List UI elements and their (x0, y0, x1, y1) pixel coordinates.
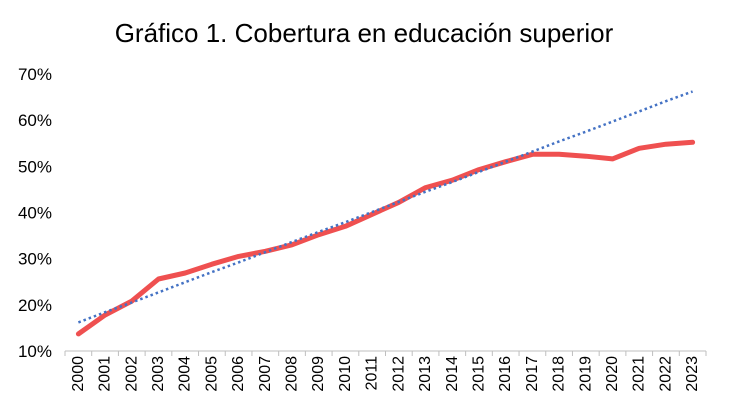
x-axis: 2000 2001 2002 2003 2004 2005 2006 2007 2008 2009… (64, 350, 707, 392)
y-tick-label: 30% (18, 250, 52, 269)
x-tick-label: 2016 (497, 356, 514, 392)
x-tick-label: 2022 (657, 356, 674, 392)
y-tick-label: 20% (18, 296, 52, 315)
x-tick-label: 2010 (337, 356, 354, 392)
x-tick-label: 2003 (150, 356, 167, 392)
x-tick-label: 2017 (524, 356, 541, 392)
x-tick-label: 2018 (551, 356, 568, 392)
x-tick-label: 2012 (390, 356, 407, 392)
y-tick-label: 50% (18, 157, 52, 176)
coverage-series-line (75, 139, 696, 337)
x-tick-label: 2007 (257, 356, 274, 392)
x-tick-label: 2023 (684, 356, 701, 392)
x-tick-label: 2001 (97, 356, 114, 392)
x-tick-label: 2020 (604, 356, 621, 392)
x-tick-label: 2011 (364, 356, 381, 391)
x-tick-label: 2004 (177, 356, 194, 392)
x-tick-label: 2002 (123, 356, 140, 392)
x-tick-label: 2009 (310, 356, 327, 392)
x-tick-label: 2008 (284, 356, 301, 392)
y-tick-label: 40% (18, 204, 52, 223)
x-tick-label: 2005 (203, 356, 220, 392)
chart-title: Gráfico 1. Cobertura en educación superi… (115, 18, 614, 48)
x-tick-label: 2000 (70, 356, 87, 392)
y-tick-label: 10% (18, 342, 52, 361)
x-tick-label: 2015 (470, 356, 487, 392)
trendline-series-line (77, 90, 694, 324)
x-tick-label: 2019 (577, 356, 594, 392)
x-tick-label: 2013 (417, 356, 434, 392)
y-axis: 10% 20% 30% 40% 50% 60% 70% (18, 65, 52, 361)
x-tick-label: 2014 (444, 356, 461, 392)
y-tick-label: 70% (18, 65, 52, 84)
y-tick-label: 60% (18, 111, 52, 130)
plot-area (75, 90, 696, 337)
x-tick-label: 2006 (230, 356, 247, 392)
x-tick-label: 2021 (631, 356, 648, 392)
